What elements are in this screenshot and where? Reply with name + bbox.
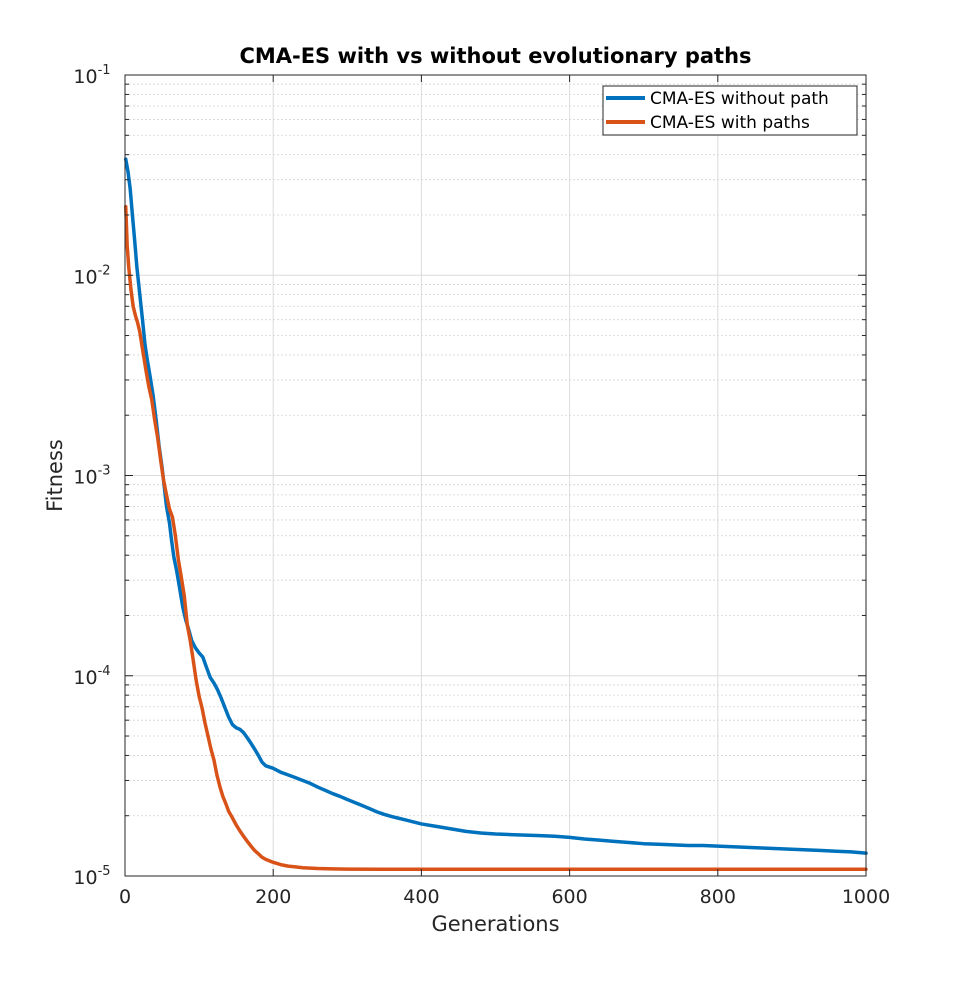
legend: CMA-ES without path CMA-ES with paths	[602, 85, 858, 136]
x-tick-label: 200	[255, 886, 291, 908]
legend-box	[602, 85, 858, 136]
series-line-with-paths	[123, 204, 868, 872]
x-tick-label: 0	[119, 886, 131, 908]
series-line-without-path	[123, 157, 868, 855]
chart-title: CMA-ES with vs without evolutionary path…	[239, 44, 751, 68]
x-tick-label: 400	[403, 886, 439, 908]
x-tick-labels: 0 200 400 600 800 1000	[119, 886, 890, 908]
x-tick-label: 600	[551, 886, 587, 908]
tick-marks	[124, 74, 867, 877]
minor-grid	[125, 83, 866, 817]
y-axis-label: Fitness	[43, 439, 67, 512]
legend-label-with-paths: CMA-ES with paths	[650, 113, 810, 133]
x-axis-label: Generations	[431, 912, 559, 936]
x-tick-label: 800	[700, 886, 736, 908]
series-layer	[123, 157, 868, 872]
legend-label-without-path: CMA-ES without path	[650, 89, 829, 109]
x-tick-label: 1000	[842, 886, 890, 908]
